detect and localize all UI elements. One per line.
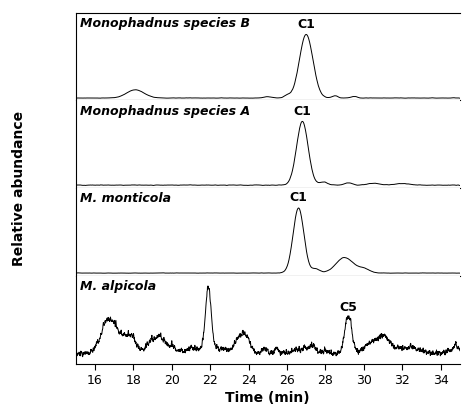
Text: M. monticola: M. monticola [80, 192, 171, 206]
Text: C1: C1 [297, 18, 315, 31]
Text: C1: C1 [293, 105, 311, 118]
X-axis label: Time (min): Time (min) [226, 391, 310, 405]
Text: M. alpicola: M. alpicola [80, 280, 156, 293]
Text: Relative abundance: Relative abundance [12, 110, 26, 266]
Text: Monophadnus species B: Monophadnus species B [80, 17, 250, 30]
Text: Monophadnus species A: Monophadnus species A [80, 105, 250, 118]
Text: C1: C1 [290, 191, 308, 204]
Text: C5: C5 [339, 301, 357, 314]
